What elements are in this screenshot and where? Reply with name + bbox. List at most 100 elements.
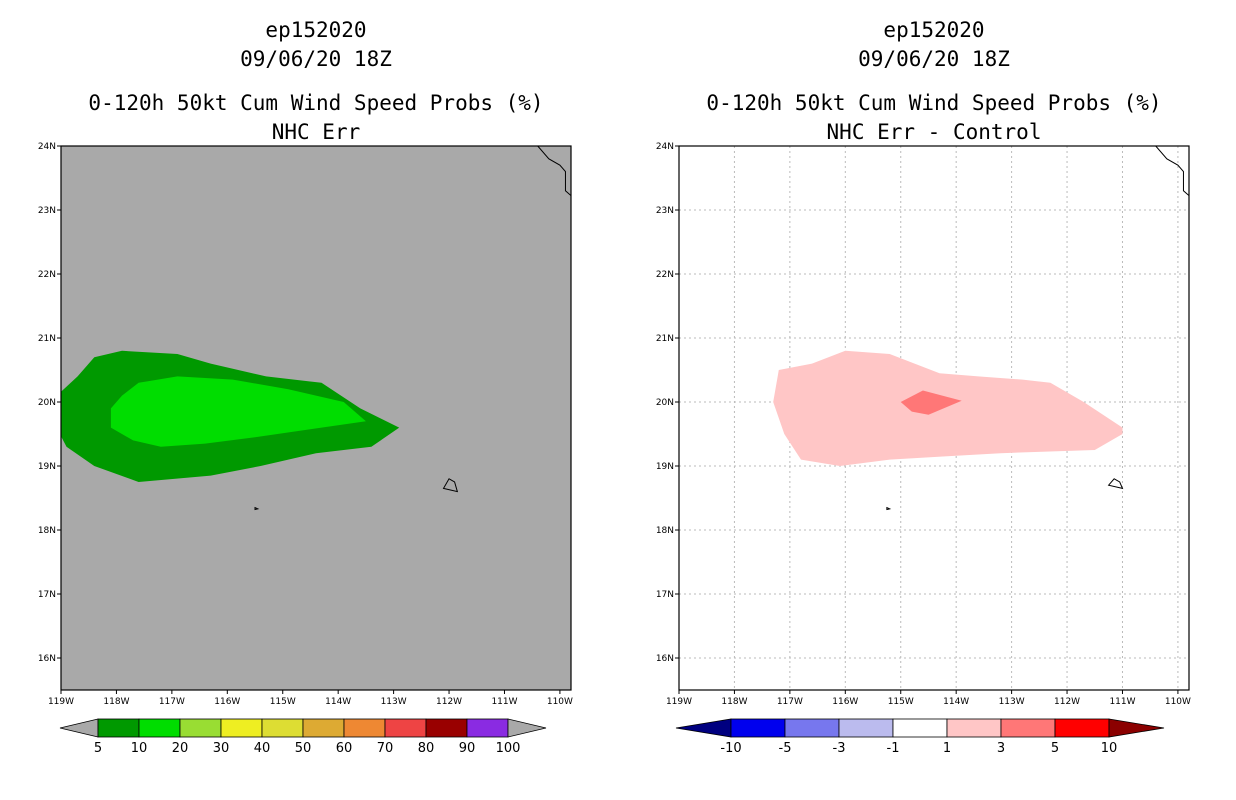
colorbar-swatch <box>1000 718 1056 738</box>
x-tick-label: 118W <box>103 697 129 707</box>
left-product: NHC Err <box>271 120 361 144</box>
x-tick-label: 112W <box>1054 697 1080 707</box>
colorbar-label: -10 <box>720 741 741 756</box>
left-plot-frame <box>60 145 572 691</box>
left-title: ep152020 09/06/20 18Z <box>61 16 571 74</box>
y-tick-label: 24N <box>656 142 674 152</box>
colorbar-label: 90 <box>459 741 476 756</box>
colorbar-lower-extension <box>59 718 99 738</box>
x-tick-label: 110W <box>547 697 573 707</box>
colorbar-label: 30 <box>213 741 230 756</box>
colorbar-swatch <box>220 718 263 738</box>
x-tick-label: 116W <box>214 697 240 707</box>
y-tick-label: 18N <box>38 526 56 536</box>
contour-level-1 <box>773 350 1123 466</box>
x-tick-label: 113W <box>381 697 407 707</box>
y-tick-label: 22N <box>38 270 56 280</box>
x-tick-label: 111W <box>491 697 517 707</box>
colorbar-swatch <box>784 718 840 738</box>
colorbar-swatch <box>343 718 386 738</box>
island-outline <box>886 506 892 511</box>
left-subtitle: 0-120h 50kt Cum Wind Speed Probs (%) NHC… <box>21 89 611 147</box>
colorbar-label: 70 <box>377 741 394 756</box>
left-colorbar: 5 10 20 30 40 50 60 70 80 90 100 <box>59 718 547 756</box>
right-product: NHC Err - Control <box>826 120 1042 144</box>
y-tick-label: 24N <box>38 142 56 152</box>
colorbar-upper-extension <box>1108 718 1165 738</box>
coastline <box>599 146 616 165</box>
contour-level-10 <box>110 376 366 447</box>
x-tick-label: 116W <box>832 697 858 707</box>
island-outline <box>442 478 459 493</box>
x-tick-label: 119W <box>48 697 74 707</box>
y-tick-label: 20N <box>38 398 56 408</box>
y-tick-label: 23N <box>656 206 674 216</box>
y-tick-label: 19N <box>656 462 674 472</box>
coastline <box>537 146 571 197</box>
colorbar-swatch <box>425 718 468 738</box>
colorbar-swatch <box>384 718 427 738</box>
right-map-panel: 119W 118W 117W 116W 115W 114W 113W 112W 111W 110W… <box>656 142 1234 756</box>
x-tick-label: 119W <box>666 697 692 707</box>
y-tick-label: 21N <box>656 334 674 344</box>
colorbar-swatch <box>302 718 345 738</box>
colorbar-label: 10 <box>131 741 148 756</box>
right-plot-frame <box>678 145 1190 691</box>
right-subtitle-line: 0-120h 50kt Cum Wind Speed Probs (%) <box>706 91 1162 115</box>
colorbar-swatch <box>1054 718 1110 738</box>
y-tick-label: 18N <box>656 526 674 536</box>
y-tick-label: 21N <box>38 334 56 344</box>
y-tick-label: 20N <box>656 398 674 408</box>
y-tick-label: 19N <box>38 462 56 472</box>
colorbar-label: 20 <box>172 741 189 756</box>
left-subtitle-line: 0-120h 50kt Cum Wind Speed Probs (%) <box>88 91 544 115</box>
y-tick-label: 22N <box>656 270 674 280</box>
colorbar-label: 1 <box>943 741 951 756</box>
coastline <box>1217 146 1234 165</box>
colorbar-label: -1 <box>887 741 900 756</box>
coastline <box>1155 146 1189 197</box>
left-storm-id: ep152020 <box>265 18 367 42</box>
right-subtitle: 0-120h 50kt Cum Wind Speed Probs (%) NHC… <box>639 89 1229 147</box>
island-outline <box>254 506 260 511</box>
x-tick-label: 111W <box>1109 697 1135 707</box>
colorbar-label: -5 <box>779 741 792 756</box>
y-tick-label: 16N <box>656 654 674 664</box>
right-title: ep152020 09/06/20 18Z <box>679 16 1189 74</box>
x-tick-label: 115W <box>888 697 914 707</box>
left-datetime: 09/06/20 18Z <box>240 47 392 71</box>
colorbar-swatch <box>179 718 222 738</box>
y-tick-label: 17N <box>656 590 674 600</box>
contour-level-3 <box>900 390 962 415</box>
island-outline <box>1107 478 1124 490</box>
colorbar-label: -3 <box>833 741 846 756</box>
colorbar-label: 50 <box>295 741 312 756</box>
x-tick-label: 114W <box>943 697 969 707</box>
colorbar-swatch <box>466 718 509 738</box>
x-tick-label: 115W <box>270 697 296 707</box>
x-tick-label: 110W <box>1165 697 1191 707</box>
x-tick-label: 112W <box>436 697 462 707</box>
colorbar-label: 5 <box>1051 741 1059 756</box>
colorbar-label: 10 <box>1101 741 1118 756</box>
x-tick-label: 113W <box>999 697 1025 707</box>
colorbar-upper-extension <box>507 718 547 738</box>
x-tick-label: 117W <box>777 697 803 707</box>
y-tick-label: 23N <box>38 206 56 216</box>
right-datetime: 09/06/20 18Z <box>858 47 1010 71</box>
colorbar-swatch <box>838 718 894 738</box>
colorbar-swatch <box>97 718 140 738</box>
y-tick-label: 17N <box>38 590 56 600</box>
colorbar-lower-extension <box>675 718 732 738</box>
colorbar-swatch <box>261 718 304 738</box>
colorbar-label: 80 <box>418 741 435 756</box>
x-tick-label: 118W <box>721 697 747 707</box>
left-map-panel: 119W 118W 117W 116W 115W 114W 113W 112W 111W 110W… <box>38 142 616 756</box>
colorbar-swatch <box>892 718 948 738</box>
colorbar-swatch <box>946 718 1002 738</box>
colorbar-swatch <box>138 718 181 738</box>
y-tick-label: 16N <box>38 654 56 664</box>
right-colorbar: -10 -5 -3 -1 1 3 5 10 <box>675 718 1165 756</box>
colorbar-label: 100 <box>496 741 521 756</box>
